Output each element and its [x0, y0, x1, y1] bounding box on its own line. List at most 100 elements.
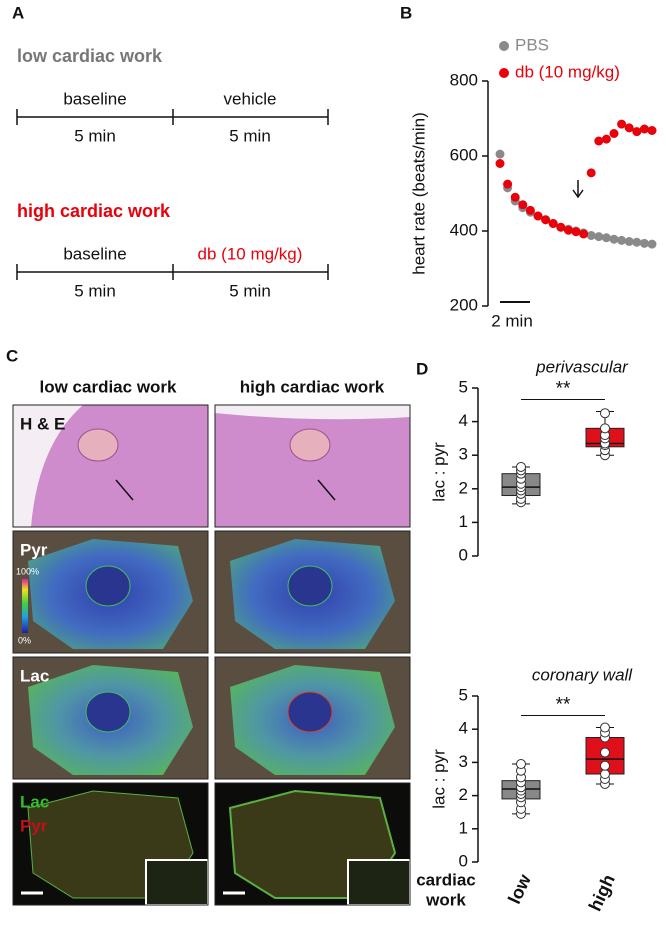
data-point [600, 760, 610, 771]
phase-duration: 5 min [229, 281, 271, 300]
he-background [215, 405, 410, 527]
phase-duration: 5 min [74, 126, 116, 145]
y-tick-label: 400 [450, 220, 478, 239]
y-tick-label: 4 [459, 411, 468, 430]
legend-marker [499, 68, 509, 78]
data-point [510, 192, 520, 202]
inset [145, 859, 209, 906]
vessel-void [85, 565, 131, 607]
y-tick-label: 2 [459, 785, 468, 804]
panel-letter: B [400, 3, 412, 22]
data-point [639, 238, 649, 248]
data-point [579, 229, 589, 239]
chart-title: perivascular [535, 357, 629, 376]
data-point [647, 239, 657, 249]
y-tick-label: 800 [450, 70, 478, 89]
y-tick-label: 3 [459, 445, 468, 464]
tissue-image [214, 404, 411, 528]
y-tick-label: 1 [459, 512, 468, 531]
data-point [624, 237, 634, 246]
data-point [533, 211, 543, 221]
y-tick-label: 2 [459, 478, 468, 497]
x-axis-label: work [425, 890, 466, 909]
y-tick-label: 600 [450, 145, 478, 164]
scale-bar-label: 2 min [491, 311, 533, 330]
colorbar-label: 0% [18, 635, 31, 645]
vessel-void [85, 691, 131, 733]
data-point [601, 233, 611, 243]
y-tick-label: 5 [459, 377, 468, 396]
data-point [617, 119, 627, 129]
y-tick-label: 5 [459, 685, 468, 704]
y-axis-label: heart rate (beats/min) [409, 112, 428, 275]
he-arrow [317, 479, 336, 501]
image-frame [12, 782, 209, 906]
merge-label: Lac [20, 792, 49, 811]
data-point [639, 124, 649, 134]
column-heading: high cardiac work [240, 377, 385, 396]
image-frame [12, 656, 209, 780]
data-point [600, 747, 610, 758]
data-point [594, 136, 604, 146]
data-point [516, 461, 526, 472]
data-point [495, 149, 505, 159]
data-point [563, 225, 573, 235]
y-tick-label: 0 [459, 851, 468, 870]
image-frame [214, 656, 411, 780]
image-frame [214, 404, 411, 528]
y-tick-label: 1 [459, 818, 468, 837]
data-point [548, 219, 558, 228]
data-point [541, 215, 551, 225]
column-heading: low cardiac work [40, 377, 178, 396]
data-point [586, 168, 596, 178]
merge-label: Pyr [20, 816, 48, 835]
data-point [518, 200, 528, 210]
vessel [77, 428, 119, 462]
data-point [586, 231, 596, 240]
tissue-image [214, 656, 411, 780]
y-tick-label: 200 [450, 295, 478, 314]
phase-duration: 5 min [74, 281, 116, 300]
row-label: H & E [20, 414, 65, 433]
vessel-void [287, 565, 333, 607]
significance-label: ** [556, 695, 571, 716]
row-label: Pyr [20, 540, 48, 559]
panel-letter: D [416, 359, 428, 378]
y-axis-label: lac : pyr [429, 442, 448, 502]
image-frame [214, 530, 411, 654]
row-label: Lac [20, 666, 49, 685]
image-frame [12, 530, 209, 654]
tissue-image [12, 404, 209, 528]
x-axis-label: cardiac [416, 870, 476, 889]
data-point [516, 759, 526, 770]
he-blank [13, 405, 83, 527]
data-point [525, 205, 535, 215]
vessel [289, 428, 331, 462]
legend-marker [499, 41, 509, 51]
data-point [600, 423, 610, 434]
x-tick-label: low [504, 870, 535, 907]
data-point [600, 722, 610, 733]
tissue-image [12, 782, 209, 906]
data-point [600, 408, 610, 419]
y-tick-label: 0 [459, 545, 468, 564]
phase-label: db (10 mg/kg) [198, 244, 303, 263]
he-blank [215, 405, 410, 420]
condition-title: high cardiac work [17, 201, 171, 221]
image-frame [12, 404, 209, 528]
phase-label: baseline [63, 244, 126, 263]
inset [347, 859, 411, 906]
data-point [647, 126, 657, 135]
y-tick-label: 3 [459, 752, 468, 771]
y-tick-label: 4 [459, 719, 468, 738]
data-point [609, 234, 619, 244]
colorbar-label: 100% [16, 566, 39, 576]
he-arrow [115, 479, 134, 501]
phase-label: baseline [63, 89, 126, 108]
phase-duration: 5 min [229, 126, 271, 145]
colorbar [22, 579, 28, 633]
data-point [632, 237, 642, 247]
data-point [495, 159, 505, 168]
data-point [594, 232, 604, 242]
